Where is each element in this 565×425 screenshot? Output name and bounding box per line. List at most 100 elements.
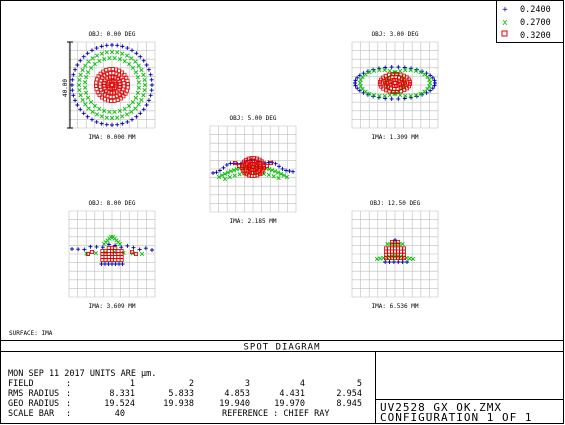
ray-point-x: [377, 93, 382, 99]
ray-point-square: [378, 79, 383, 84]
legend-wavelength-3: 0.3200: [520, 31, 551, 41]
spot-points: [211, 156, 295, 182]
ray-point-square: [117, 73, 122, 78]
spot-obj-label: OBJ: 8.00 DEG: [89, 200, 136, 207]
ray-point-square: [110, 75, 115, 80]
ray-point-x: [83, 80, 88, 85]
ray-point-square: [113, 82, 118, 87]
ray-point-square: [100, 75, 105, 80]
ray-point-plus: [221, 165, 226, 170]
ray-point-square: [90, 249, 95, 254]
ray-point-square: [402, 80, 407, 85]
ray-point-x: [117, 108, 122, 113]
ray-point-square: [129, 249, 134, 254]
ray-point-plus: [75, 63, 80, 67]
ray-point-x: [378, 256, 383, 261]
ray-point-square: [112, 90, 117, 95]
ray-point-x: [124, 53, 130, 58]
ray-point-plus: [125, 243, 130, 248]
ray-point-square: [383, 81, 388, 86]
ray-point-x: [84, 74, 89, 80]
surface-label: SURFACE: IMA: [9, 330, 53, 337]
ray-point-x: [387, 68, 392, 73]
ray-point-square: [119, 90, 124, 95]
ray-point-x: [78, 72, 83, 77]
ray-point-square: [392, 81, 397, 86]
ray-point-square: [107, 75, 112, 80]
ray-point-square: [259, 170, 264, 175]
ray-point-plus: [141, 107, 146, 112]
ray-point-x: [126, 103, 132, 109]
ray-point-plus: [113, 262, 118, 266]
ray-point-plus: [291, 169, 295, 174]
legend: + 0.2400 x 0.2700 0.3200: [496, 0, 564, 43]
info-row-rms-radius: RMS RADIUS : 8.331 5.833 4.853 4.431 2.9…: [8, 389, 362, 399]
ray-point-x: [267, 167, 272, 172]
ray-point-x: [130, 65, 136, 71]
ray-point-plus: [144, 63, 149, 67]
field-value: 2: [189, 379, 194, 389]
ray-point-plus: [115, 122, 120, 127]
spot-ima-label: IMA: 2.185 MM: [230, 218, 277, 225]
spot-obj-label: OBJ: 5.00 DEG: [230, 115, 277, 122]
ray-point-x: [270, 168, 275, 173]
ray-point-x: [102, 57, 107, 62]
ray-point-x: [86, 106, 91, 111]
ray-point-x: [94, 112, 100, 117]
ray-point-plus: [146, 67, 151, 72]
ray-point-x: [133, 95, 138, 100]
ray-point-plus: [104, 43, 109, 48]
ray-point-x: [418, 70, 423, 75]
ray-point-plus: [150, 248, 154, 252]
ray-point-plus: [117, 262, 121, 266]
ray-point-x: [358, 77, 363, 83]
ray-point-square: [109, 90, 114, 95]
ray-point-x: [120, 51, 125, 56]
ray-point-x: [99, 114, 104, 119]
ray-point-x: [427, 80, 433, 86]
ray-point-x: [413, 68, 418, 73]
ray-point-plus: [400, 260, 405, 264]
ray-point-x: [377, 67, 382, 73]
ray-point-x: [237, 172, 242, 177]
ray-point-x: [261, 171, 267, 177]
ray-point-square: [405, 86, 410, 91]
ray-point-square: [99, 95, 104, 100]
rms-radius-value: 4.853: [224, 389, 250, 399]
ray-point-x: [400, 241, 405, 247]
legend-marker-plus-icon: +: [502, 5, 508, 15]
ray-point-plus: [402, 65, 407, 70]
ray-point-plus: [224, 162, 229, 167]
ray-point-x: [142, 82, 148, 88]
ray-point-x: [231, 168, 236, 173]
ray-point-x: [133, 70, 138, 75]
ray-point-x: [136, 102, 141, 107]
ray-point-x: [122, 59, 127, 64]
ray-point-x: [90, 109, 95, 114]
ray-point-x: [141, 72, 146, 77]
ray-point-square: [390, 72, 395, 77]
ray-point-x: [115, 115, 120, 120]
ray-point-square: [387, 72, 392, 77]
ray-point-x: [117, 57, 123, 62]
ray-point-plus: [130, 117, 134, 122]
ray-point-plus: [125, 119, 130, 124]
ray-point-x: [78, 93, 83, 98]
ray-point-plus: [353, 78, 358, 83]
ray-point-x: [130, 100, 135, 105]
ray-point-x: [142, 88, 147, 93]
spot-ima-label: IMA: 6.536 MM: [372, 303, 419, 310]
ray-point-plus: [99, 121, 104, 126]
ray-point-square: [117, 84, 122, 89]
ray-point-plus: [228, 161, 233, 166]
ray-point-plus: [70, 247, 74, 251]
ray-point-plus: [85, 51, 90, 56]
ray-point-plus: [148, 72, 153, 77]
ray-point-plus: [141, 58, 146, 63]
ray-point-square: [86, 251, 91, 256]
ray-point-x: [136, 80, 141, 85]
ray-point-plus: [214, 170, 219, 175]
ray-point-plus: [73, 98, 78, 103]
ray-point-plus: [287, 168, 292, 173]
